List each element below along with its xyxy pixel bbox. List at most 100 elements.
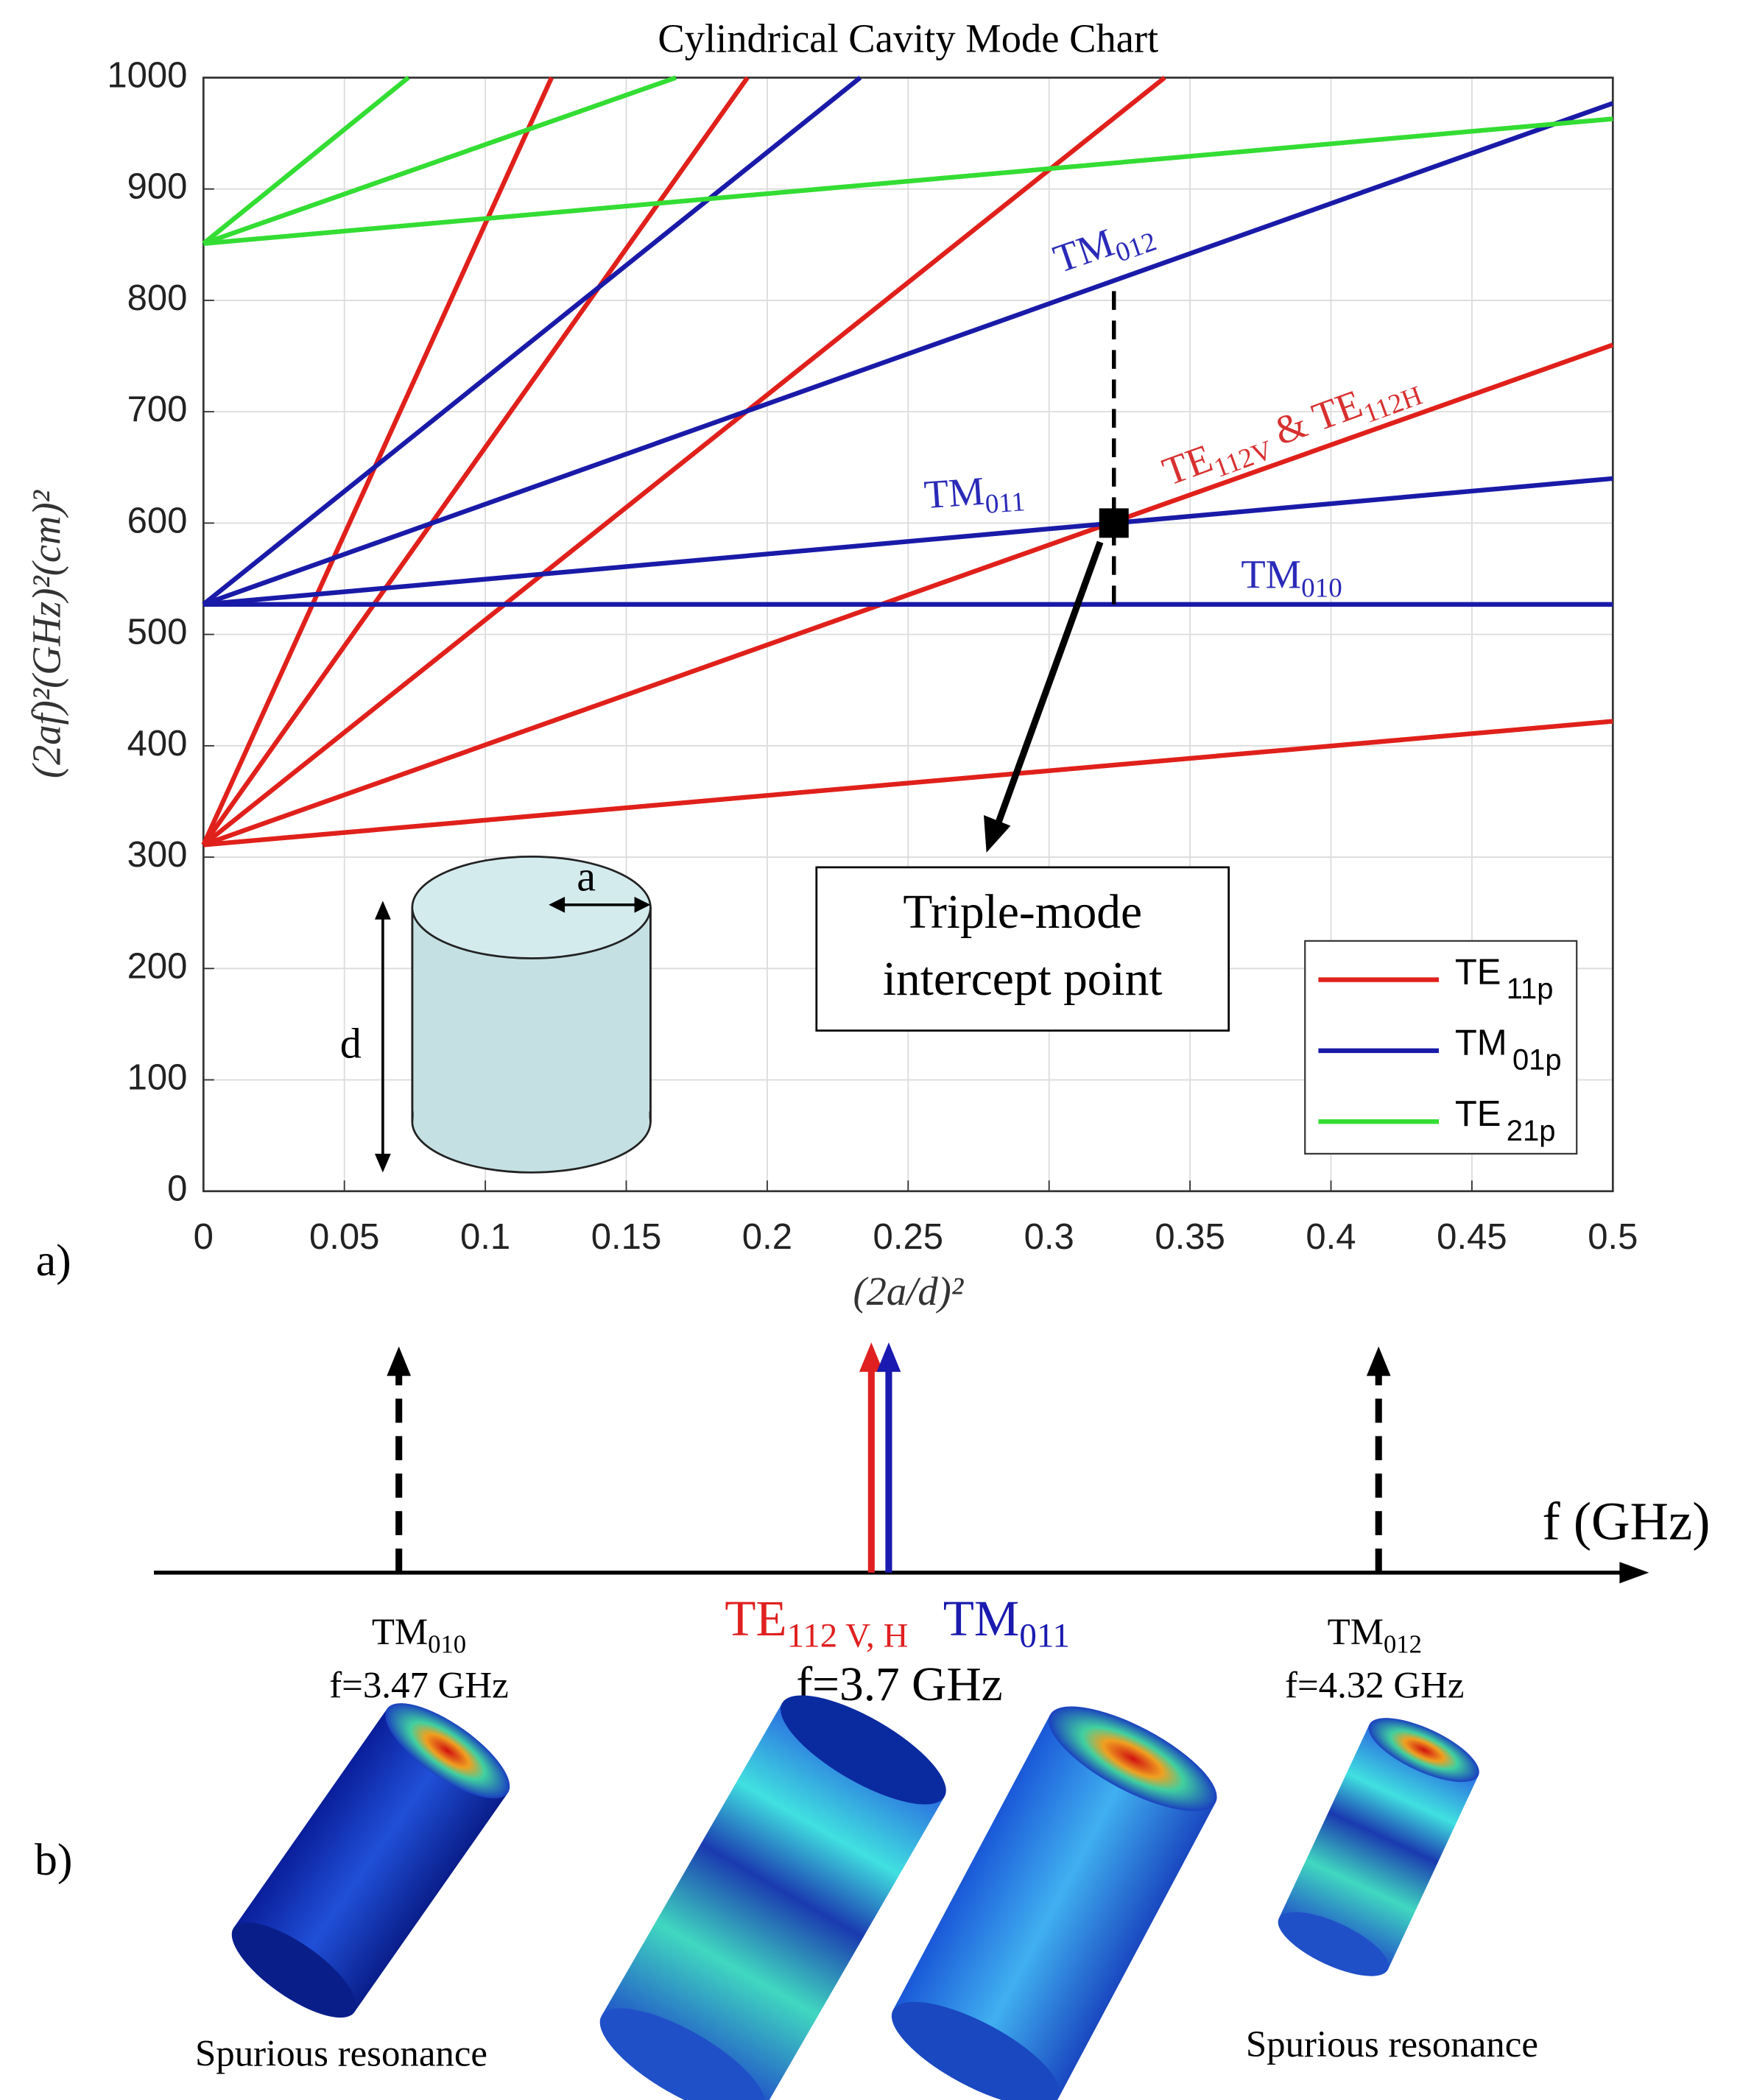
- mode-name: TM012: [1328, 1612, 1422, 1659]
- x-tick-label: 0: [194, 1217, 214, 1257]
- mode-frequency: f=3.47 GHz: [329, 1666, 508, 1707]
- mode-line: [202, 101, 1614, 607]
- render-top: [1049, 1706, 1217, 1811]
- text-part: TE: [1455, 952, 1501, 992]
- panel-label: b): [35, 1835, 72, 1885]
- y-tick-label: 400: [127, 724, 188, 764]
- y-axis-label: (2af)²(GHz)²(cm)²: [24, 489, 69, 778]
- subscript: 011: [985, 487, 1026, 520]
- x-tick-label: 0.5: [1588, 1217, 1638, 1257]
- render-end: [891, 2001, 1060, 2100]
- subscript: 11p: [1507, 973, 1554, 1005]
- subscript: 011: [1019, 1616, 1070, 1655]
- mode-line: [202, 75, 677, 246]
- render-top: [781, 1695, 946, 1805]
- mode-chart: 0 0.05 0.1 0.15 0.2 0.25 0.3 0.35 0.4 0.45 0.50100…: [24, 16, 1638, 1314]
- text-part: TE: [725, 1590, 786, 1646]
- text-part: TE: [1455, 1094, 1501, 1134]
- legend-entry: TE 11p: [1455, 952, 1554, 1004]
- render-top: [385, 1703, 510, 1799]
- render-body: [233, 1708, 508, 2012]
- y-tick-label: 1000: [107, 55, 187, 95]
- field-render: [891, 1706, 1217, 2100]
- subscript: 112 V, H: [787, 1616, 909, 1655]
- field-render: [599, 1695, 946, 2100]
- x-tick-label: 0.05: [309, 1217, 380, 1257]
- callout-line: intercept point: [883, 953, 1163, 1006]
- field-render: [1278, 1718, 1479, 1976]
- mode-note: Spurious resonance: [195, 2033, 487, 2074]
- subscript: 010: [1301, 573, 1342, 603]
- arrowhead: [984, 814, 1011, 853]
- callout-line: Triple-mode: [903, 886, 1142, 939]
- legend-box: [1304, 940, 1578, 1155]
- y-tick-label: 800: [127, 278, 188, 318]
- text-part: TM: [1241, 552, 1301, 596]
- arrowhead: [876, 1342, 901, 1373]
- y-tick-label: 500: [127, 613, 188, 652]
- mode-note: Spurious resonance: [1246, 2024, 1538, 2065]
- callout-arrow: [993, 540, 1104, 831]
- render-top: [1368, 1718, 1479, 1783]
- render-end: [231, 1922, 356, 2018]
- text-part: TM: [372, 1612, 428, 1653]
- y-tick-label: 0: [167, 1169, 187, 1209]
- arrowhead: [387, 1346, 412, 1376]
- intercept-point: [1099, 508, 1129, 538]
- panel-label: a): [36, 1236, 71, 1286]
- x-axis-label: (2a/d)²: [853, 1269, 965, 1314]
- cylinder-top: [411, 855, 652, 959]
- arrowhead: [859, 1342, 884, 1373]
- field-render: [231, 1703, 510, 2018]
- render-end: [599, 2008, 766, 2100]
- mode-frequency: f=4.32 GHz: [1285, 1666, 1464, 1707]
- mode-annotation: TM010: [1241, 552, 1342, 603]
- arrowhead: [1619, 1562, 1649, 1584]
- x-tick-label: 0.45: [1437, 1217, 1507, 1257]
- mode-line: [203, 476, 1613, 607]
- text-part: TM: [1328, 1612, 1384, 1653]
- chart-title: Cylindrical Cavity Mode Chart: [658, 16, 1158, 61]
- x-tick-label: 0.3: [1024, 1217, 1074, 1257]
- inset-cylinder: a d: [340, 852, 652, 1174]
- legend-entry: TM 01p: [1455, 1023, 1562, 1076]
- radius-label: a: [577, 852, 596, 900]
- mode-annotation: TM011: [923, 465, 1026, 524]
- x-tick-label: 0.35: [1155, 1217, 1225, 1257]
- mode-line: [202, 342, 1614, 848]
- subscript: 21p: [1507, 1114, 1556, 1146]
- render-end: [1278, 1912, 1389, 1976]
- subscript: 010: [428, 1630, 466, 1658]
- text-part: TM: [1455, 1023, 1507, 1063]
- axis-label: f (GHz): [1542, 1492, 1710, 1551]
- text-part: TM: [923, 468, 986, 517]
- render-body: [1278, 1724, 1479, 1970]
- callout-box: [815, 866, 1230, 1032]
- x-tick-label: 0.1: [460, 1217, 510, 1257]
- mode-name: TE112 V, H: [725, 1590, 908, 1655]
- render-body: [601, 1702, 945, 2100]
- x-tick-label: 0.15: [591, 1217, 662, 1257]
- mode-line: [203, 719, 1613, 848]
- mode-name: TM011: [943, 1590, 1070, 1655]
- x-tick-label: 0.2: [742, 1217, 792, 1257]
- y-tick-label: 900: [127, 167, 188, 207]
- mode-line: [202, 75, 1166, 847]
- subscript: 012: [1384, 1630, 1422, 1658]
- render-body: [892, 1714, 1216, 2099]
- legend-entry: TE 21p: [1455, 1094, 1556, 1146]
- plot-frame: [202, 77, 1614, 1193]
- x-tick-label: 0.25: [873, 1217, 944, 1257]
- y-tick-label: 300: [127, 835, 188, 875]
- y-tick-label: 200: [127, 946, 188, 986]
- mode-line: [202, 75, 862, 607]
- y-tick-label: 600: [127, 501, 188, 540]
- mode-line: [201, 77, 554, 846]
- mode-line: [203, 116, 1613, 246]
- mode-line: [202, 75, 410, 246]
- arrowhead: [1366, 1346, 1391, 1376]
- x-tick-label: 0.4: [1306, 1217, 1356, 1257]
- spectrum: f (GHz): [154, 1342, 1711, 1584]
